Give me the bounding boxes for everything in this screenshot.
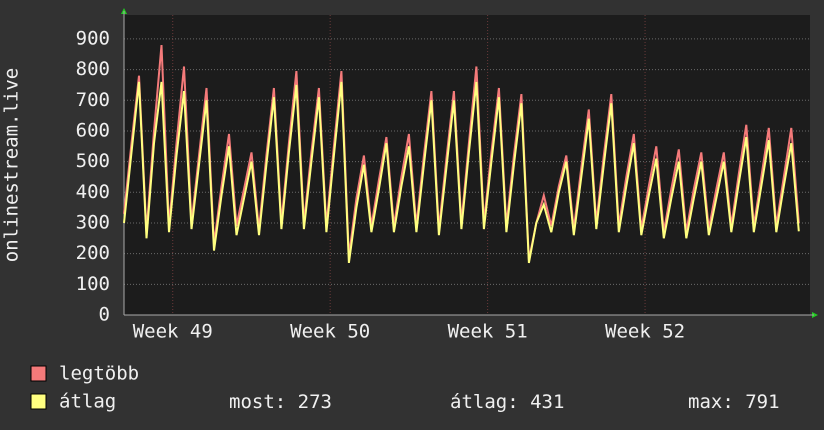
y-tick-label: 200 bbox=[76, 242, 110, 264]
legend-swatch bbox=[30, 393, 47, 410]
y-tick-label: 0 bbox=[99, 304, 110, 326]
y-tick-label: 300 bbox=[76, 211, 110, 233]
stat-value: 273 bbox=[298, 391, 332, 413]
stat-label: max: bbox=[688, 391, 734, 413]
y-tick-label: 500 bbox=[76, 150, 110, 172]
y-tick-label: 100 bbox=[76, 273, 110, 295]
stat: most: 273 bbox=[229, 391, 332, 413]
stat-label: most: bbox=[229, 391, 286, 413]
x-tick-label: Week 49 bbox=[133, 321, 213, 343]
legend-label: átlag bbox=[59, 391, 116, 413]
y-tick-label: 700 bbox=[76, 89, 110, 111]
stat-value: 431 bbox=[530, 391, 564, 413]
legend-label: legtöbb bbox=[59, 363, 139, 385]
x-tick-label: Week 52 bbox=[605, 321, 685, 343]
y-tick-label: 800 bbox=[76, 58, 110, 80]
y-tick-label: 600 bbox=[76, 119, 110, 141]
axis-arrow bbox=[812, 312, 818, 318]
x-tick-label: Week 51 bbox=[448, 321, 528, 343]
y-tick-label: 400 bbox=[76, 181, 110, 203]
y-axis-label: onlinestream.live bbox=[1, 68, 23, 262]
data-line bbox=[123, 81, 800, 264]
stat-label: átlag: bbox=[450, 391, 519, 413]
stat: átlag: 431 bbox=[450, 391, 564, 413]
stat: max: 791 bbox=[688, 391, 780, 413]
x-tick-label: Week 50 bbox=[290, 321, 370, 343]
legend-swatch bbox=[30, 365, 47, 382]
y-tick-label: 900 bbox=[76, 27, 110, 49]
stat-value: 791 bbox=[745, 391, 779, 413]
